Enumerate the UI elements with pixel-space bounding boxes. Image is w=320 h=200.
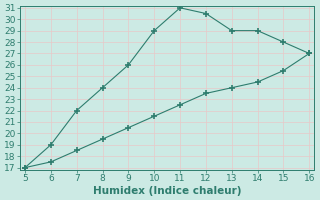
- X-axis label: Humidex (Indice chaleur): Humidex (Indice chaleur): [93, 186, 241, 196]
